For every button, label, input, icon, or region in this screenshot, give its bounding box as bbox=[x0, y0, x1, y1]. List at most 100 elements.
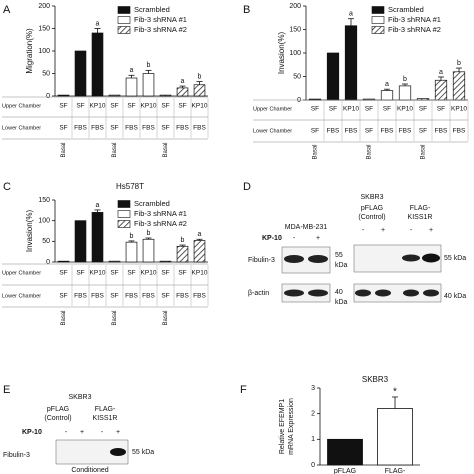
y-tick-label: 100 bbox=[289, 50, 301, 57]
x-tick-label: pFLAG bbox=[334, 468, 356, 474]
bar-annotation: a bbox=[130, 67, 134, 74]
legend-label: Scrambled bbox=[134, 199, 170, 208]
sign: + bbox=[429, 227, 433, 234]
upper-chamber-label: SF bbox=[110, 103, 118, 110]
sign: + bbox=[116, 429, 120, 436]
bar-annotation: b bbox=[147, 62, 151, 69]
y-axis-label: mRNA Expression bbox=[288, 398, 295, 455]
y-tick-label: 0 bbox=[311, 462, 315, 469]
upper-chamber-label: SF bbox=[76, 270, 84, 277]
marker-unit: kDa bbox=[335, 299, 348, 306]
upper-chamber-label: SF bbox=[383, 106, 391, 113]
group-label: Basal bbox=[163, 142, 169, 157]
treatment: KP-10 bbox=[22, 429, 42, 436]
y-axis-label: Invasion(%) bbox=[25, 210, 34, 253]
lower-chamber-label: SF bbox=[419, 128, 427, 135]
sign: + bbox=[80, 429, 84, 436]
lower-chamber-label: FBS bbox=[74, 293, 87, 300]
lower-chamber-label: FBS bbox=[176, 293, 189, 300]
lower-chamber-label: FBS bbox=[125, 125, 138, 132]
lower-chamber-label: SF bbox=[59, 125, 67, 132]
bar-annotation: b bbox=[198, 73, 202, 80]
band bbox=[284, 289, 304, 297]
legend-swatch bbox=[371, 26, 385, 34]
lower-chamber-label: SF bbox=[59, 293, 67, 300]
bar bbox=[159, 94, 172, 97]
legend-label: Fib-3 shRNA #2 bbox=[388, 25, 441, 34]
y-tick-label: 1 bbox=[311, 436, 315, 443]
bar bbox=[108, 94, 121, 97]
bar bbox=[74, 50, 87, 97]
upper-chamber-label: KP10 bbox=[90, 270, 106, 277]
marker: 55 kDa bbox=[444, 255, 466, 262]
bar-annotation: b bbox=[181, 237, 185, 244]
bar-annotation: a bbox=[96, 20, 100, 27]
blot-panel-e: E SKBR3 pFLAG (Control) FLAG- KISS1R KP-… bbox=[3, 384, 154, 474]
lower-chamber-label: FBS bbox=[91, 125, 104, 132]
y-tick-label: 100 bbox=[38, 218, 50, 225]
band bbox=[284, 255, 304, 263]
chart-panel: 0 1 2 3 F SKBR3 Relative EFEMP1 mRNA Expression… bbox=[240, 375, 420, 474]
marker-unit: kDa bbox=[335, 262, 348, 269]
group-label: pFLAG bbox=[47, 406, 69, 413]
lower-chamber-label: FBS bbox=[176, 125, 189, 132]
upper-chamber-label: SF bbox=[178, 103, 186, 110]
upper-chamber-label: SF bbox=[329, 106, 337, 113]
legend-label: Fib-3 shRNA #1 bbox=[134, 209, 187, 218]
bar bbox=[159, 260, 172, 263]
group-label: Basal bbox=[61, 142, 67, 157]
row-label: β-actin bbox=[248, 290, 269, 297]
bar bbox=[344, 25, 358, 101]
upper-chamber-label: KP10 bbox=[90, 103, 106, 110]
upper-chamber-label: SF bbox=[161, 270, 169, 277]
bar bbox=[91, 212, 104, 263]
group-label: KISS1R bbox=[408, 214, 433, 221]
lower-chamber-label: FBS bbox=[91, 293, 104, 300]
y-tick-label: 50 bbox=[293, 73, 301, 80]
bar-annotation: b bbox=[457, 60, 461, 67]
upper-chamber-label: SF bbox=[311, 106, 319, 113]
upper-chamber-label: SF bbox=[127, 270, 135, 277]
group-label: KISS1R bbox=[93, 415, 118, 422]
bar-annotation: b bbox=[130, 233, 134, 240]
band bbox=[355, 289, 371, 297]
y-tick-label: 150 bbox=[38, 25, 50, 32]
bar-annotation: a bbox=[198, 231, 202, 238]
bar bbox=[57, 260, 70, 263]
bar bbox=[452, 71, 466, 101]
group-label: (Control) bbox=[44, 415, 71, 422]
lower-chamber-label: SF bbox=[161, 293, 169, 300]
group-label: pFLAG bbox=[361, 205, 383, 212]
upper-chamber-label: SF bbox=[127, 103, 135, 110]
legend-label: Scrambled bbox=[388, 5, 424, 14]
upper-chamber-label: KP10 bbox=[451, 106, 467, 113]
bar bbox=[398, 85, 412, 101]
blot bbox=[281, 283, 331, 303]
bar bbox=[108, 260, 121, 263]
bar bbox=[326, 52, 340, 101]
group-label: Basal bbox=[112, 310, 118, 325]
y-axis-label: Relative EFEMP1 bbox=[279, 399, 286, 454]
y-axis-label: Migration(%) bbox=[25, 28, 34, 74]
blot bbox=[353, 283, 442, 303]
lower-chamber-label: FBS bbox=[381, 128, 394, 135]
chart-title: Hs578T bbox=[116, 182, 144, 191]
legend-label: Scrambled bbox=[134, 5, 170, 14]
upper-chamber-label: SF bbox=[59, 103, 67, 110]
row-label: Fibulin-3 bbox=[248, 257, 275, 264]
group-label: FLAG- bbox=[410, 205, 431, 212]
treatment: KP-10 bbox=[262, 235, 282, 242]
y-tick-label: 0 bbox=[46, 93, 50, 100]
bar-annotation: b bbox=[147, 230, 151, 237]
lower-chamber-label: FBS bbox=[142, 125, 155, 132]
y-tick-label: 150 bbox=[289, 26, 301, 33]
y-tick-label: 50 bbox=[42, 238, 50, 245]
upper-chamber-label: KP10 bbox=[141, 103, 157, 110]
y-tick-label: 0 bbox=[46, 259, 50, 266]
sign: + bbox=[381, 227, 385, 234]
bar-annotation: b bbox=[403, 76, 407, 83]
sign: - bbox=[410, 227, 413, 234]
lower-chamber-label: FBS bbox=[193, 125, 206, 132]
upper-chamber-label: SF bbox=[178, 270, 186, 277]
